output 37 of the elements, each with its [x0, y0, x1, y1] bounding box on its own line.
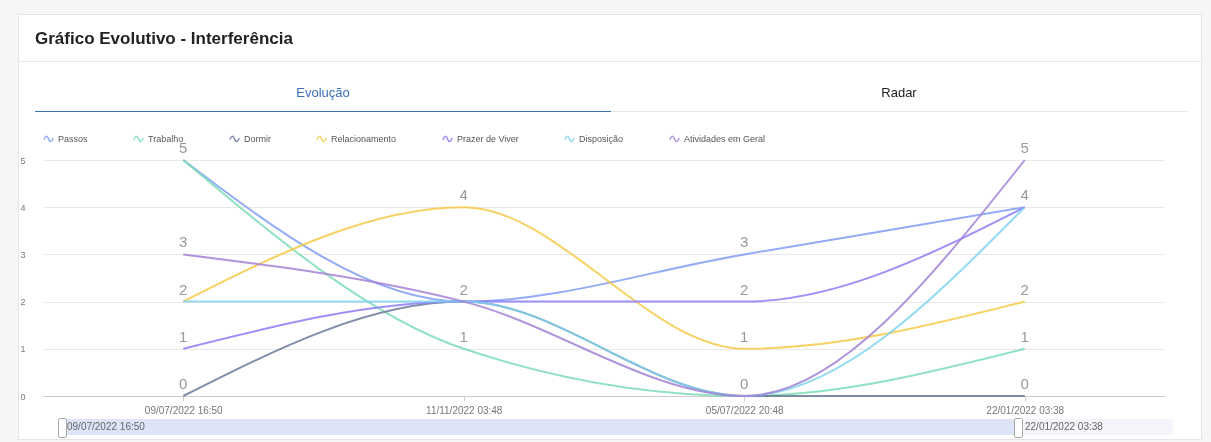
y-tick-label: 1 [20, 344, 26, 355]
data-label: 1 [1020, 327, 1029, 345]
data-label: 4 [459, 186, 468, 204]
x-tick-label: 09/07/2022 16:50 [144, 404, 224, 416]
data-label: 0 [1020, 375, 1029, 392]
data-label: 1 [740, 327, 749, 345]
x-tick-label: 05/07/2022 20:48 [705, 404, 785, 416]
data-label: 1 [459, 327, 468, 345]
y-tick-label: 4 [20, 202, 26, 213]
legend-label: Dormir [244, 133, 271, 144]
data-label: 2 [740, 280, 749, 298]
data-label: 0 [740, 375, 749, 392]
data-label: 2 [1020, 280, 1029, 298]
x-tick-label: 11/11/2022 03:48 [426, 404, 503, 416]
data-label: 3 [179, 233, 188, 251]
data-label: 0 [179, 375, 188, 392]
data-label: 1 [179, 327, 188, 345]
x-tick-label: 22/01/2022 03:38 [986, 404, 1065, 416]
y-tick-label: 2 [20, 297, 26, 308]
y-tick-label: 5 [20, 155, 26, 166]
legend-label: Relacionamento [331, 133, 397, 144]
chart-title: Gráfico Evolutivo - Interferência [35, 29, 293, 49]
legend-label: Prazer de Viver [457, 133, 519, 144]
legend-label: Trabalho [148, 133, 184, 144]
range-slider: 09/07/2022 16:50 22/01/2022 03:38 [59, 419, 1173, 435]
data-label: 2 [179, 280, 188, 298]
data-label: 3 [740, 233, 749, 251]
data-label: 2 [459, 280, 468, 298]
text: Radar [611, 85, 1187, 112]
text: Evolução [35, 85, 611, 112]
legend-label: Atividades em Geral [684, 133, 766, 144]
y-tick-label: 3 [20, 249, 26, 260]
legend-label: Disposição [579, 133, 624, 144]
legend-label: Passos [58, 133, 89, 144]
data-label: 4 [1020, 186, 1029, 204]
data-label: 5 [1020, 139, 1029, 156]
y-tick-label: 0 [20, 391, 26, 402]
